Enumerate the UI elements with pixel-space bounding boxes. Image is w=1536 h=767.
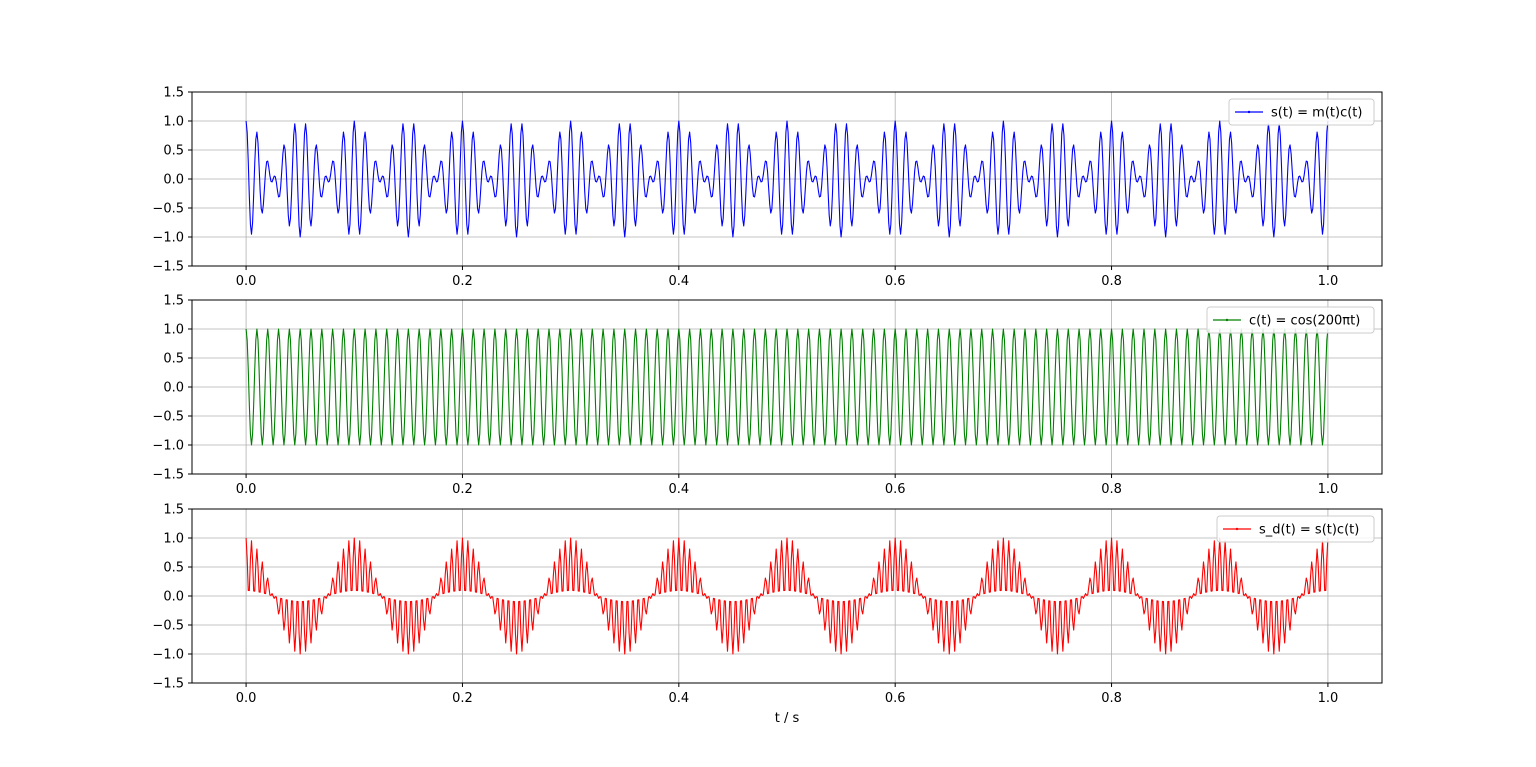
y-tick-label: −0.5 <box>152 619 184 634</box>
x-tick-label: 0.0 <box>236 274 257 289</box>
x-tick-label: 0.0 <box>236 691 257 706</box>
x-tick-label: 1.0 <box>1318 274 1339 289</box>
legend-marker <box>1235 527 1239 531</box>
y-tick-label: −1.5 <box>152 260 184 275</box>
y-tick-label: −1.0 <box>152 439 184 454</box>
y-tick-label: −1.5 <box>152 677 184 692</box>
y-tick-label: 0.0 <box>163 590 184 605</box>
subplot-3: 0.0 0.2 0.4 0.6 0.8 1.0 1.5 1.0 0.5 0.0 −0.5 −1.0 −1… <box>152 503 1383 706</box>
legend-box <box>1228 98 1375 126</box>
x-tick-label: 1.0 <box>1318 482 1339 497</box>
x-tick-label: 1.0 <box>1318 691 1339 706</box>
y-tick-label: 0.5 <box>163 144 184 159</box>
y-tick-label: −0.5 <box>152 410 184 425</box>
x-tick-label: 0.2 <box>452 482 473 497</box>
y-tick-label: −0.5 <box>152 202 184 217</box>
legend-box <box>1216 515 1375 543</box>
x-tick-label: 0.6 <box>885 482 906 497</box>
series-line-1 <box>245 537 1329 655</box>
legend: c(t) = cos(200πt) <box>1206 306 1375 334</box>
y-tick-label: −1.0 <box>152 648 184 663</box>
x-axis-label: t / s <box>775 711 800 726</box>
legend: s(t) = m(t)c(t) <box>1228 98 1375 126</box>
series-line-1 <box>245 328 1329 446</box>
y-tick-label: 1.0 <box>163 323 184 338</box>
legend-label: c(t) = cos(200πt) <box>1249 314 1360 329</box>
legend-marker <box>1247 110 1251 114</box>
subplot-2: 0.0 0.2 0.4 0.6 0.8 1.0 1.5 1.0 0.5 0.0 −0.5 −1.0 −1… <box>152 294 1383 497</box>
y-tick-label: 1.5 <box>163 86 184 101</box>
y-tick-label: −1.5 <box>152 468 184 483</box>
y-tick-label: 0.5 <box>163 561 184 576</box>
legend-marker <box>1225 318 1229 322</box>
series-line-1 <box>245 120 1329 238</box>
y-tick-label: 1.0 <box>163 532 184 547</box>
x-tick-label: 0.2 <box>452 274 473 289</box>
x-tick-label: 0.8 <box>1101 274 1122 289</box>
x-tick-label: 0.4 <box>668 274 689 289</box>
subplot-1: 0.0 0.2 0.4 0.6 0.8 1.0 1.5 1.0 0.5 0.0 −0.5 −1.0 −1… <box>152 86 1383 289</box>
y-tick-label: 1.5 <box>163 503 184 518</box>
y-tick-label: 0.5 <box>163 352 184 367</box>
y-tick-label: 0.0 <box>163 381 184 396</box>
legend-label: s(t) = m(t)c(t) <box>1271 106 1362 121</box>
x-tick-label: 0.4 <box>668 691 689 706</box>
x-tick-label: 0.0 <box>236 482 257 497</box>
legend: s_d(t) = s(t)c(t) <box>1216 515 1375 543</box>
x-tick-label: 0.8 <box>1101 482 1122 497</box>
y-tick-label: 1.0 <box>163 115 184 130</box>
x-tick-label: 0.4 <box>668 482 689 497</box>
x-tick-label: 0.6 <box>885 274 906 289</box>
y-tick-label: 1.5 <box>163 294 184 309</box>
x-tick-label: 0.6 <box>885 691 906 706</box>
y-tick-label: 0.0 <box>163 173 184 188</box>
legend-box <box>1206 306 1375 334</box>
x-tick-label: 0.8 <box>1101 691 1122 706</box>
x-tick-label: 0.2 <box>452 691 473 706</box>
y-tick-label: −1.0 <box>152 231 184 246</box>
legend-label: s_d(t) = s(t)c(t) <box>1259 523 1359 538</box>
